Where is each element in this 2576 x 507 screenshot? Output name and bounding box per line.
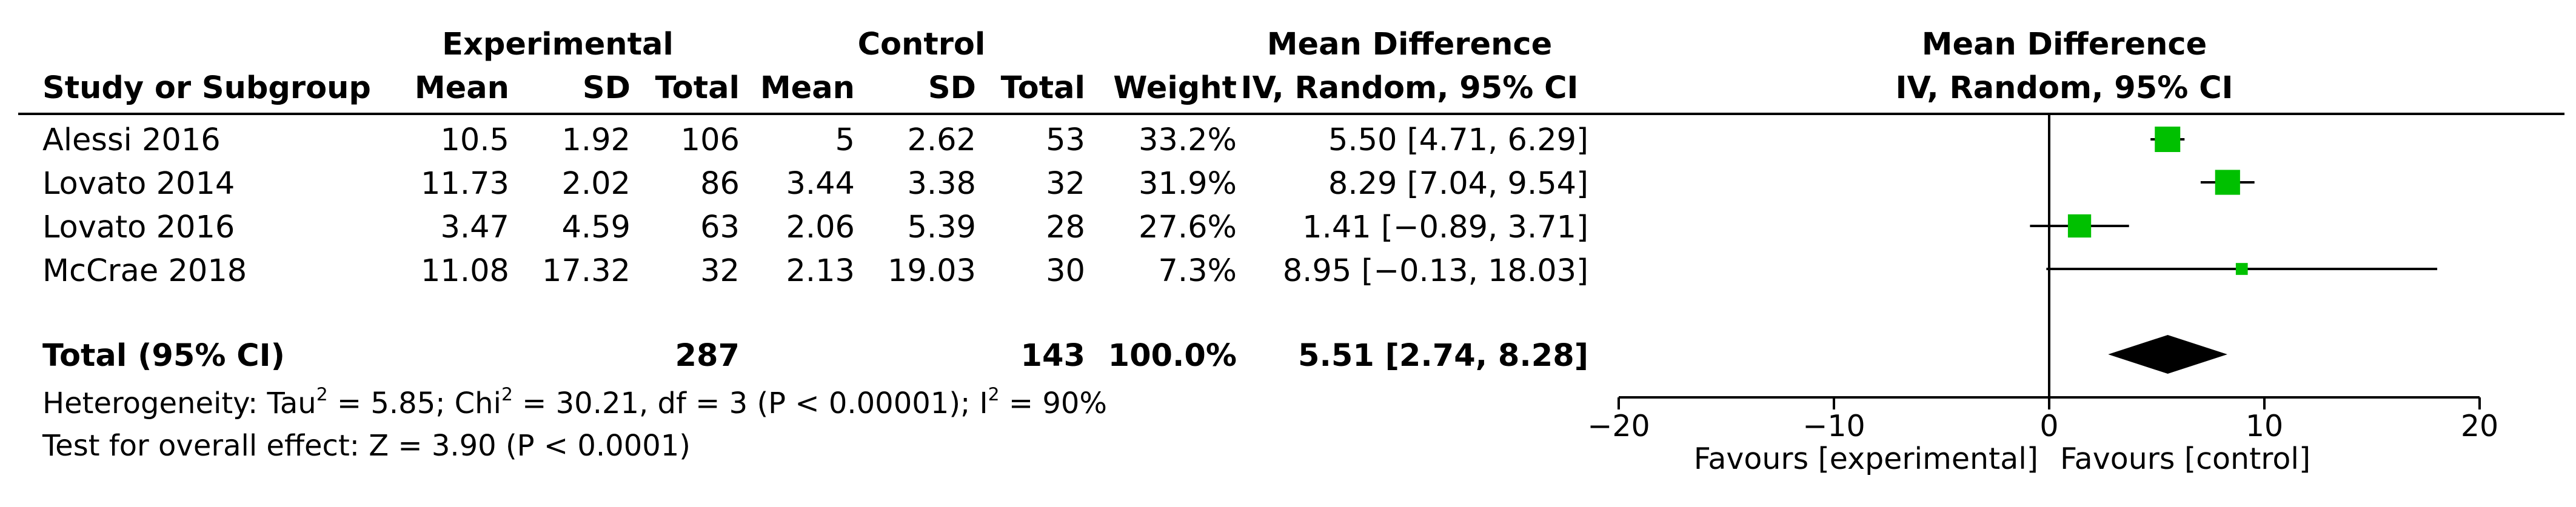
header-ctl-mean: Mean [760, 70, 855, 106]
exp-sd: 17.32 [541, 253, 631, 289]
weight: 33.2% [1138, 122, 1237, 158]
header-rule [18, 113, 2564, 115]
study-marker [2215, 170, 2240, 195]
exp-total: 106 [680, 122, 740, 158]
exp-mean: 10.5 [440, 122, 509, 158]
exp-mean: 3.47 [440, 210, 509, 245]
ctl-mean: 3.44 [786, 166, 855, 202]
exp-mean: 11.73 [420, 166, 509, 202]
exp-total: 32 [700, 253, 740, 289]
header-ctl-sd: SD [928, 70, 976, 106]
header-control: Control [857, 27, 986, 62]
ctl-sd: 19.03 [887, 253, 976, 289]
weight: 27.6% [1138, 210, 1237, 245]
ctl-sd: 3.38 [907, 166, 976, 202]
x-tick-label: −20 [1587, 409, 1650, 443]
plot-method: IV, Random, 95% CI [1895, 70, 2233, 106]
total-ctl-total: 143 [1020, 338, 1085, 374]
x-tick-label: 10 [2246, 409, 2283, 443]
pooled-diamond [2108, 335, 2227, 374]
plot-title: Mean Difference [1921, 27, 2207, 62]
ci-text: 1.41 [−0.89, 3.71] [1302, 210, 1588, 245]
exp-sd: 1.92 [561, 122, 631, 158]
header-ctl-total: Total [1000, 70, 1085, 106]
header-exp-mean: Mean [414, 70, 509, 106]
weight: 31.9% [1138, 166, 1237, 202]
study-marker [2155, 127, 2181, 152]
exp-sd: 4.59 [561, 210, 631, 245]
favours-left-label: Favours [experimental] [1694, 442, 2038, 476]
ctl-total: 53 [1046, 122, 1085, 158]
header-mean-difference: Mean Difference [1266, 27, 1553, 62]
overall-effect-text: Test for overall effect: Z = 3.90 (P < 0… [42, 429, 691, 463]
total-weight: 100.0% [1108, 338, 1237, 374]
study-name: Alessi 2016 [42, 122, 221, 158]
exp-mean: 11.08 [420, 253, 509, 289]
study-name: Lovato 2014 [42, 166, 235, 202]
study-marker [2067, 214, 2092, 238]
x-tick-label: −10 [1802, 409, 1865, 443]
total-ci-text: 5.51 [2.74, 8.28] [1298, 338, 1588, 374]
x-tick-label: 0 [2039, 409, 2058, 443]
header-exp-sd: SD [582, 70, 631, 106]
ci-text: 5.50 [4.71, 6.29] [1328, 122, 1588, 158]
ctl-sd: 2.62 [907, 122, 976, 158]
exp-sd: 2.02 [561, 166, 631, 202]
ci-text: 8.29 [7.04, 9.54] [1328, 166, 1588, 202]
ctl-total: 30 [1046, 253, 1085, 289]
x-tick-label: 20 [2461, 409, 2498, 443]
header-exp-total: Total [655, 70, 740, 106]
exp-total: 86 [700, 166, 740, 202]
ctl-mean: 5 [835, 122, 855, 158]
ctl-sd: 5.39 [907, 210, 976, 245]
weight: 7.3% [1158, 253, 1237, 289]
ctl-total: 32 [1046, 166, 1085, 202]
ctl-mean: 2.06 [786, 210, 855, 245]
study-name: McCrae 2018 [42, 253, 247, 289]
header-study: Study or Subgroup [42, 70, 371, 106]
heterogeneity-text: Heterogeneity: Tau2 = 5.85; Chi2 = 30.21… [42, 384, 1108, 420]
header-experimental: Experimental [442, 27, 674, 62]
ctl-total: 28 [1046, 210, 1085, 245]
total-exp-total: 287 [675, 338, 740, 374]
favours-right-label: Favours [control] [2060, 442, 2310, 476]
ctl-mean: 2.13 [786, 253, 855, 289]
study-name: Lovato 2016 [42, 210, 235, 245]
study-marker [2235, 263, 2248, 275]
ci-text: 8.95 [−0.13, 18.03] [1282, 253, 1588, 289]
header-weight: Weight [1113, 70, 1237, 106]
header-md-method: IV, Random, 95% CI [1240, 70, 1579, 106]
exp-total: 63 [700, 210, 740, 245]
total-label: Total (95% CI) [42, 338, 285, 374]
